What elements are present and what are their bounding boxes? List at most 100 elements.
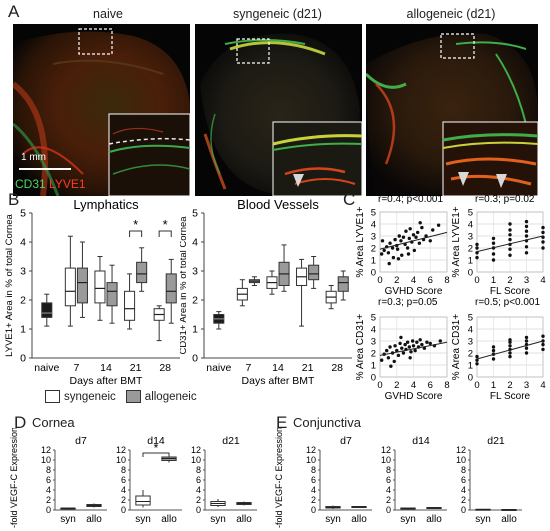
scatter-lyve1-fl-x-axis-title: FL Score (490, 286, 531, 297)
scatter-cd31-fl-y-tick-label: 1 (468, 361, 473, 372)
conjunctiva-d21-x-tick-label: allo (501, 514, 517, 525)
significance-star-28: * (163, 217, 168, 232)
scatter-lyve1-gvhd-point (393, 237, 397, 242)
cornea-d21-x-tick-label: allo (236, 514, 252, 525)
scatter-lyve1-fl-point (541, 240, 545, 244)
allogeneic-box-28 (337, 276, 349, 292)
cornea-d14-y-tick-label: 2 (121, 495, 126, 505)
conjunctiva-d14-y-tick-label: 2 (386, 495, 391, 505)
scatter-lyve1-fl-point (524, 234, 529, 238)
scatter-cd31-gvhd-point (410, 339, 415, 343)
scatter-cd31-fl-point (541, 342, 545, 347)
scatter-cd31-fl-y-axis-title: % Area CD31+ (451, 314, 462, 381)
panel-a-title-allogeneic: allogeneic (d21) (406, 7, 496, 21)
scatter-lyve1-gvhd-point (406, 252, 411, 256)
scatter-cd31-fl-point (508, 338, 512, 342)
scatter-cd31-fl-x-tick-label: 3 (524, 380, 529, 391)
scatter-lyve1-gvhd-point (395, 247, 400, 251)
legend-swatch-allogeneic (125, 390, 141, 403)
scatter-cd31-gvhd-point (386, 356, 391, 360)
scatter-cd31-fl-y-tick-label: 5 (468, 313, 473, 324)
scatter-lyve1-fl-point (524, 224, 529, 229)
scatter-lyve1-gvhd-point (412, 248, 417, 253)
panel-e-title: Conjunctiva (293, 415, 361, 430)
conjunctiva-d14-y-tick-label: 4 (386, 485, 391, 495)
conjunctiva-d14-y-tick-label: 6 (386, 475, 391, 485)
scatter-cd31-gvhd-point (425, 340, 429, 344)
scatter-lyve1-gvhd-x-tick-label: 4 (411, 275, 416, 286)
conjunctiva-d7-y-tick-label: 8 (311, 465, 316, 475)
y-tick-label: 0 (192, 353, 198, 365)
conjunctiva-d21-y-tick-label: 2 (461, 495, 466, 505)
scatter-cd31-gvhd-point (385, 348, 389, 353)
conjunctiva-d7-y-tick-label: 10 (306, 455, 316, 465)
cornea-d14-y-tick-label: 8 (121, 465, 126, 475)
cornea-d21-title: d21 (222, 435, 240, 447)
scatter-lyve1-fl-y-tick-label: 0 (468, 268, 473, 279)
cornea-d7-y-tick-label: 10 (41, 455, 51, 465)
scatter-lyve1-gvhd-x-axis-title: GVHD Score (385, 286, 443, 297)
cornea-d14-x-tick-label: syn (135, 514, 151, 525)
panel-d-letter: D (14, 413, 27, 432)
scatter-lyve1-fl-point (491, 252, 496, 256)
scatter-cd31-fl-point (475, 362, 479, 366)
cornea-d21-y-tick-label: 8 (196, 465, 201, 475)
micrograph-allogeneic-art (366, 33, 538, 196)
micrograph-syngeneic (195, 24, 362, 196)
scatter-lyve1-gvhd-point (407, 236, 412, 241)
scatter-lyve1-gvhd-point (415, 230, 420, 235)
cornea-d7-x-tick-label: syn (60, 514, 76, 525)
scatter-cd31-gvhd-point (399, 335, 403, 340)
conjunctiva-d14-y-tick-label: 10 (381, 455, 391, 465)
scatter-lyve1-gvhd-y-axis-title: % Area LYVE1+ (355, 206, 366, 277)
scatter-cd31-gvhd-point (398, 341, 402, 346)
conjunctiva-d14-x-tick-label: syn (400, 514, 416, 525)
scatter-lyve1-gvhd-y-tick-label: 1 (371, 256, 376, 267)
conjunctiva-d14-y-tick-label: 8 (386, 465, 391, 475)
legend-label-syngeneic: syngeneic (64, 390, 116, 403)
cornea-d14-significance-star: * (154, 441, 159, 455)
panel-a-letter: A (8, 2, 20, 21)
y-tick-label: 3 (20, 266, 26, 278)
panel-c-letter: C (343, 190, 356, 209)
scatter-lyve1-fl-point (508, 237, 512, 242)
scatter-cd31-fl-point (524, 335, 529, 340)
scatter-lyve1-gvhd-x-tick-label: 8 (444, 275, 449, 286)
scatter-cd31-fl-point (508, 354, 512, 359)
scatter-lyve1-gvhd-point (436, 223, 441, 227)
scatter-cd31-gvhd-y-tick-label: 3 (371, 337, 376, 348)
conjunctiva-d14-y-tick-label: 12 (381, 445, 391, 455)
scatter-cd31-gvhd-point (408, 356, 412, 360)
scatter-cd31-fl-point (491, 357, 496, 361)
scatter-lyve1-fl-x-tick-label: 4 (540, 275, 545, 286)
scatter-cd31-gvhd-point (392, 359, 396, 364)
scatter-lyve1-fl-point (508, 247, 512, 251)
scatter-cd31-gvhd-trendline (379, 341, 448, 356)
cornea-d7-y-tick-label: 2 (46, 495, 51, 505)
scatter-lyve1-fl-point (524, 251, 529, 255)
panel-a-title-syngeneic: syngeneic (d21) (233, 7, 322, 21)
x-axis-title: Days after BMT (242, 375, 316, 387)
scatter-lyve1-gvhd-annotation: r=0.4; p<0.001 (378, 194, 443, 205)
syngeneic-box-14 (94, 270, 106, 304)
scatter-cd31-gvhd-point (409, 350, 413, 354)
scatter-lyve1-fl-x-tick-label: 1 (491, 275, 496, 286)
scale-bar-label: 1 mm (21, 152, 46, 163)
scatter-lyve1-fl-point (541, 225, 545, 230)
y-tick-label: 0 (20, 353, 26, 365)
scatter-lyve1-gvhd-point (401, 235, 406, 239)
scatter-lyve1-fl-point (508, 253, 512, 257)
cornea-d14-title: d14 (147, 435, 165, 447)
x-axis-title: Days after BMT (70, 375, 144, 387)
scatter-cd31-gvhd-point (418, 338, 422, 342)
scatter-lyve1-gvhd-point (411, 233, 416, 237)
y-tick-label: 5 (20, 208, 26, 220)
panel-e-letter: E (276, 413, 288, 432)
scatter-cd31-gvhd-point (389, 364, 393, 368)
y-tick-label: 1 (20, 324, 26, 336)
chart-lymphatics: Lymphatics 0 1 2 3 4 5 LYVE1+ Area in % of tota… (4, 197, 180, 387)
y-tick-label: 5 (192, 208, 198, 220)
scatter-cd31-fl-x-axis-title: FL Score (490, 391, 531, 402)
